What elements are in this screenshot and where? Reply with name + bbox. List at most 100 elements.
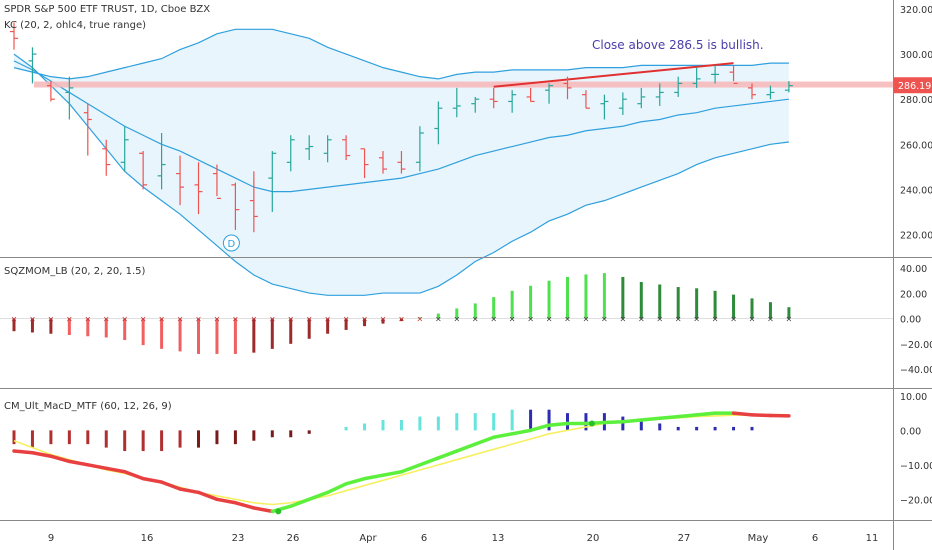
squeeze-dot: × <box>786 315 793 324</box>
keltner-upper-line <box>13 28 789 80</box>
ohlc-bar <box>305 135 314 161</box>
macd-line-segment <box>510 428 533 436</box>
macd-line-segment <box>399 463 422 474</box>
price-pane: D <box>10 22 893 296</box>
squeeze-dot: × <box>232 315 239 324</box>
ohlc-bar <box>711 65 720 84</box>
time-tick-label: Apr <box>359 533 377 544</box>
squeeze-legend[interactable]: SQZMOM_LB (20, 2, 20, 1.5) <box>4 266 146 277</box>
macd-line-segment <box>178 487 201 495</box>
resistance-zone <box>34 81 893 88</box>
ohlc-bar <box>342 135 351 161</box>
squeeze-dot: × <box>380 315 387 324</box>
ohlc-bar <box>231 182 240 230</box>
ohlc-bar <box>120 126 129 172</box>
ohlc-bar <box>600 94 609 120</box>
macd-line-segment <box>436 449 459 460</box>
squeeze-dot: × <box>48 315 55 324</box>
macd-line-segment <box>676 413 699 419</box>
dividend-marker[interactable] <box>222 234 240 252</box>
squeeze-dot: × <box>269 315 276 324</box>
ohlc-bar <box>784 81 793 93</box>
ohlc-bar <box>674 76 683 97</box>
ohlc-bar <box>434 101 443 145</box>
squeeze-dot: × <box>712 315 719 324</box>
squeeze-dot: × <box>29 315 36 324</box>
squeeze-dot: × <box>398 315 405 324</box>
ohlc-bar <box>415 126 424 172</box>
squeeze-dot: × <box>749 315 756 324</box>
squeeze-dot: × <box>490 315 497 324</box>
macd-line-segment <box>104 466 127 474</box>
macd-line-segment <box>621 418 644 424</box>
ohlc-bar <box>766 85 775 100</box>
macd-tick-label: −10.00 <box>900 461 932 472</box>
macd-tick-label: −20.00 <box>900 495 932 506</box>
keltner-middle-line <box>13 60 789 193</box>
time-tick-label: 9 <box>48 533 54 544</box>
macd-line-segment <box>639 416 662 422</box>
macd-line-segment <box>67 459 90 467</box>
cross-marker <box>275 508 282 515</box>
ohlc-bar <box>748 83 756 100</box>
macd-line-segment <box>233 501 256 510</box>
ohlc-bar <box>508 90 517 113</box>
macd-line-segment <box>86 463 108 471</box>
macd-line-segment <box>344 476 367 486</box>
time-tick-label: 6 <box>421 533 427 544</box>
macd-tick-label: 0.00 <box>900 426 921 437</box>
ohlc-bar <box>655 83 664 106</box>
squeeze-dot: × <box>177 315 184 324</box>
squeeze-tick-label: −40.00 <box>900 365 932 376</box>
squeeze-dot: × <box>730 315 737 324</box>
ohlc-bar <box>563 76 572 100</box>
keltner-legend[interactable]: KC (20, 2, ohlc4, true range) <box>4 20 147 31</box>
macd-line-segment <box>12 449 35 455</box>
ohlc-bar <box>28 47 37 84</box>
trend-line <box>493 62 734 88</box>
macd-line-segment <box>252 506 275 514</box>
ohlc-bar <box>692 67 701 88</box>
time-tick-label: 20 <box>587 533 600 544</box>
price-tick-label: 280.00 <box>900 95 932 106</box>
symbol-title[interactable]: SPDR S&P 500 ETF TRUST, 1D, Cboe BZX <box>4 4 211 15</box>
macd-line-segment <box>215 497 238 505</box>
macd-line-segment <box>122 469 145 481</box>
dividend-marker-label: D <box>228 239 236 250</box>
squeeze-dot: × <box>84 315 91 324</box>
time-scale[interactable]: 9 16 23 26 Apr 6 13 20 27 May 6 11 <box>48 533 879 544</box>
macd-line-segment <box>362 473 385 481</box>
macd-line-segment <box>196 490 219 502</box>
macd-line-segment <box>307 490 330 502</box>
macd-line-segment <box>473 435 496 446</box>
ohlc-bar <box>379 151 387 174</box>
macd-line-segment <box>547 421 570 427</box>
macd-line-segment <box>694 411 717 417</box>
macd-pane <box>12 409 791 515</box>
ohlc-bar <box>471 96 480 113</box>
squeeze-dot: × <box>583 315 590 324</box>
squeeze-dot: × <box>287 315 294 324</box>
squeeze-dot: × <box>324 315 331 324</box>
price-scale[interactable]: 220.00 240.00 260.00 280.00 300.00 320.00 286.… <box>894 5 932 506</box>
macd-line-segment <box>381 469 404 477</box>
squeeze-dot: × <box>250 315 257 324</box>
ohlc-bar <box>10 22 18 50</box>
time-tick-label: 27 <box>678 533 691 544</box>
ohlc-bar <box>46 81 55 102</box>
chart-annotation[interactable]: Close above 286.5 is bullish. <box>592 38 764 52</box>
squeeze-dot: × <box>417 315 424 324</box>
ohlc-bar <box>102 139 111 176</box>
current-price-tag <box>894 77 932 94</box>
ohlc-bar <box>249 171 258 233</box>
squeeze-dot: × <box>214 315 221 324</box>
ohlc-bar <box>268 151 277 212</box>
squeeze-dot: × <box>601 315 608 324</box>
macd-legend[interactable]: CM_Ult_MacD_MTF (60, 12, 26, 9) <box>4 401 172 412</box>
ohlc-bar <box>637 87 646 109</box>
ohlc-bar <box>323 135 332 163</box>
squeeze-dot: × <box>619 315 626 324</box>
macd-line-segment <box>455 442 477 453</box>
squeeze-tick-label: 40.00 <box>900 264 927 275</box>
